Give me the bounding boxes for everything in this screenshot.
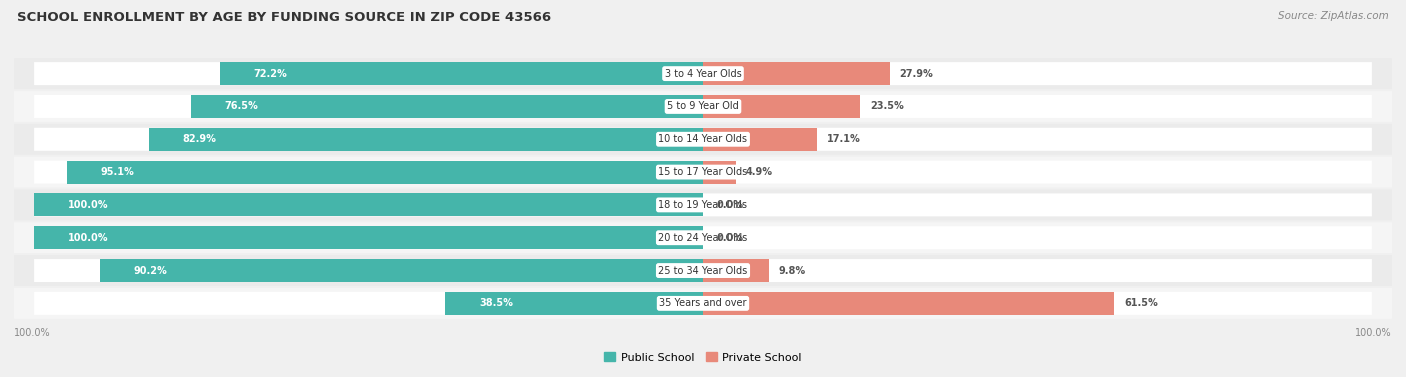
Text: 4.9%: 4.9% — [745, 167, 773, 177]
Bar — [34, 226, 703, 249]
Text: 100.0%: 100.0% — [1355, 328, 1392, 338]
Text: Source: ZipAtlas.com: Source: ZipAtlas.com — [1278, 11, 1389, 21]
Text: 15 to 17 Year Olds: 15 to 17 Year Olds — [658, 167, 748, 177]
Bar — [34, 193, 703, 216]
FancyBboxPatch shape — [14, 255, 1392, 286]
Bar — [703, 161, 735, 184]
Bar — [703, 62, 890, 85]
Text: 100.0%: 100.0% — [14, 328, 51, 338]
FancyBboxPatch shape — [34, 292, 1372, 315]
FancyBboxPatch shape — [14, 222, 1392, 253]
Text: 20 to 24 Year Olds: 20 to 24 Year Olds — [658, 233, 748, 243]
FancyBboxPatch shape — [34, 259, 1372, 282]
Bar — [703, 95, 860, 118]
Text: 76.5%: 76.5% — [225, 101, 259, 112]
FancyBboxPatch shape — [14, 157, 1392, 187]
Text: 17.1%: 17.1% — [827, 134, 860, 144]
FancyBboxPatch shape — [34, 193, 1372, 216]
Text: 27.9%: 27.9% — [900, 69, 934, 79]
Bar — [446, 292, 703, 315]
FancyBboxPatch shape — [14, 190, 1392, 220]
Text: 90.2%: 90.2% — [134, 265, 167, 276]
Text: 82.9%: 82.9% — [181, 134, 217, 144]
Text: 100.0%: 100.0% — [67, 233, 108, 243]
FancyBboxPatch shape — [34, 128, 1372, 151]
FancyBboxPatch shape — [34, 161, 1372, 184]
Bar — [221, 62, 703, 85]
Text: SCHOOL ENROLLMENT BY AGE BY FUNDING SOURCE IN ZIP CODE 43566: SCHOOL ENROLLMENT BY AGE BY FUNDING SOUR… — [17, 11, 551, 24]
Text: 9.8%: 9.8% — [779, 265, 806, 276]
FancyBboxPatch shape — [34, 226, 1372, 249]
FancyBboxPatch shape — [14, 91, 1392, 122]
FancyBboxPatch shape — [34, 62, 1372, 85]
Text: 10 to 14 Year Olds: 10 to 14 Year Olds — [658, 134, 748, 144]
Bar — [191, 95, 703, 118]
Text: 100.0%: 100.0% — [67, 200, 108, 210]
Text: 0.0%: 0.0% — [717, 200, 744, 210]
Bar — [703, 259, 769, 282]
Text: 95.1%: 95.1% — [100, 167, 134, 177]
FancyBboxPatch shape — [14, 288, 1392, 319]
Text: 61.5%: 61.5% — [1125, 298, 1159, 308]
Text: 35 Years and over: 35 Years and over — [659, 298, 747, 308]
Text: 23.5%: 23.5% — [870, 101, 904, 112]
Legend: Public School, Private School: Public School, Private School — [600, 348, 806, 367]
Text: 25 to 34 Year Olds: 25 to 34 Year Olds — [658, 265, 748, 276]
Text: 3 to 4 Year Olds: 3 to 4 Year Olds — [665, 69, 741, 79]
Text: 18 to 19 Year Olds: 18 to 19 Year Olds — [658, 200, 748, 210]
Bar — [703, 292, 1115, 315]
Bar — [67, 161, 703, 184]
Text: 0.0%: 0.0% — [717, 233, 744, 243]
FancyBboxPatch shape — [14, 124, 1392, 155]
FancyBboxPatch shape — [14, 58, 1392, 89]
Bar — [703, 128, 817, 151]
Text: 5 to 9 Year Old: 5 to 9 Year Old — [666, 101, 740, 112]
FancyBboxPatch shape — [34, 95, 1372, 118]
Text: 72.2%: 72.2% — [253, 69, 287, 79]
Text: 38.5%: 38.5% — [479, 298, 513, 308]
Bar — [149, 128, 703, 151]
Bar — [100, 259, 703, 282]
